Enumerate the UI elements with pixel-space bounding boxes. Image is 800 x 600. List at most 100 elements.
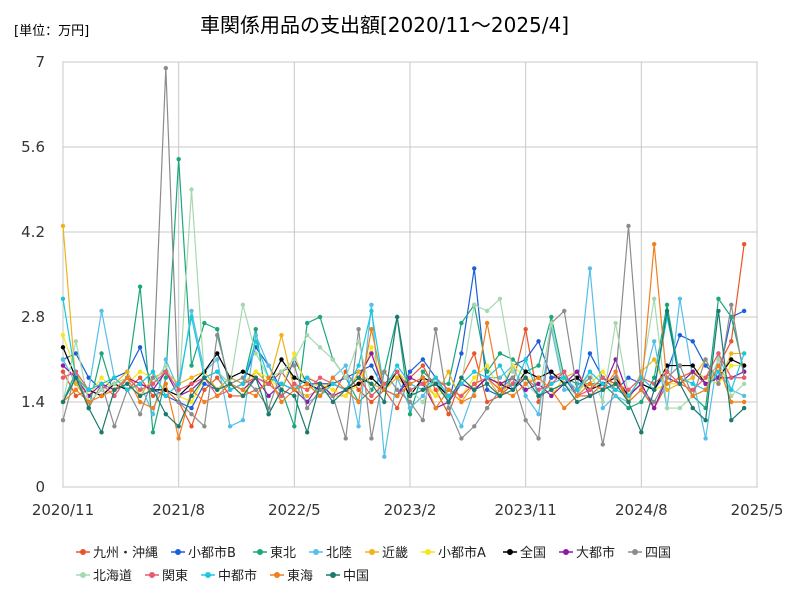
data-point [562, 375, 567, 380]
data-point [613, 393, 618, 399]
data-point [330, 393, 336, 399]
data-point [562, 381, 567, 386]
data-point [137, 345, 143, 350]
data-point [549, 381, 554, 386]
data-point [510, 381, 516, 386]
data-point [639, 387, 644, 393]
data-point [150, 381, 156, 386]
data-point [664, 308, 670, 314]
data-point [472, 369, 477, 374]
data-point [587, 375, 593, 380]
data-point [459, 351, 464, 356]
data-point [73, 387, 79, 393]
data-point [317, 381, 323, 386]
data-point [163, 65, 169, 71]
legend-item: 九州・沖縄 [76, 546, 158, 561]
data-point [99, 308, 104, 314]
data-point [253, 393, 258, 399]
data-point [690, 375, 695, 380]
data-point [60, 375, 66, 380]
data-point [446, 411, 451, 417]
legend-label: 東北 [270, 545, 296, 561]
data-point [613, 387, 618, 393]
data-point [86, 405, 91, 411]
data-point [600, 387, 605, 393]
data-point [202, 381, 207, 386]
data-point [510, 393, 516, 399]
data-point [73, 339, 79, 344]
data-point [330, 399, 336, 405]
legend-swatch-dot [425, 549, 431, 555]
data-point [189, 411, 194, 417]
legend-label: 九州・沖縄 [93, 546, 158, 561]
data-point [497, 387, 503, 393]
data-point [394, 363, 400, 368]
data-point [227, 424, 233, 429]
data-point [215, 393, 220, 399]
data-point [227, 387, 233, 393]
legend-item: 近畿 [365, 546, 408, 561]
data-point [716, 296, 721, 301]
legend-swatch-dot [257, 549, 263, 555]
legend-item: 小都市B [171, 545, 236, 561]
data-point [176, 399, 181, 405]
data-point [651, 357, 657, 362]
data-point [497, 363, 503, 368]
data-point [651, 405, 657, 411]
data-point [369, 302, 374, 308]
data-point [433, 405, 438, 411]
legend-swatch-dot [563, 549, 569, 555]
data-point [562, 387, 567, 393]
data-point [741, 363, 747, 368]
data-point [317, 345, 323, 350]
data-point [163, 411, 169, 417]
data-point [741, 405, 747, 411]
data-point [523, 381, 528, 386]
x-tick-label: 2025/5 [731, 501, 784, 519]
data-point [369, 381, 374, 386]
data-point [369, 393, 374, 399]
data-point [690, 369, 695, 374]
data-point [433, 393, 438, 399]
data-point [394, 314, 400, 320]
data-point [497, 296, 503, 301]
data-point [60, 418, 66, 423]
data-point [73, 375, 79, 380]
data-point [369, 363, 374, 368]
data-point [266, 381, 271, 386]
data-point [369, 308, 374, 314]
data-point [716, 363, 721, 368]
data-point [407, 405, 413, 411]
data-point [600, 381, 605, 386]
data-point [587, 393, 593, 399]
data-point [420, 363, 426, 368]
data-point [626, 399, 631, 405]
data-point [510, 357, 516, 362]
data-point [420, 375, 426, 380]
y-tick-label: 5.6 [21, 138, 45, 156]
data-point [253, 339, 258, 344]
data-point [407, 375, 413, 380]
data-point [99, 375, 104, 380]
data-point [60, 223, 66, 229]
data-point [125, 375, 130, 380]
data-point [369, 326, 374, 332]
legend-swatch-dot [80, 572, 86, 578]
data-point [343, 436, 348, 441]
data-point [472, 351, 477, 356]
legend-label: 中都市 [218, 568, 257, 584]
data-point [549, 320, 554, 326]
data-point [472, 302, 477, 308]
data-point [60, 357, 66, 362]
legend-label: 大都市 [576, 545, 615, 561]
x-tick-label: 2024/8 [615, 501, 668, 519]
data-point [664, 381, 670, 386]
y-tick-label: 1.4 [21, 393, 45, 411]
data-point [459, 424, 464, 429]
data-point [369, 375, 374, 380]
data-point [587, 351, 593, 356]
data-point [240, 387, 246, 393]
data-point [716, 308, 721, 314]
data-point [626, 387, 631, 393]
